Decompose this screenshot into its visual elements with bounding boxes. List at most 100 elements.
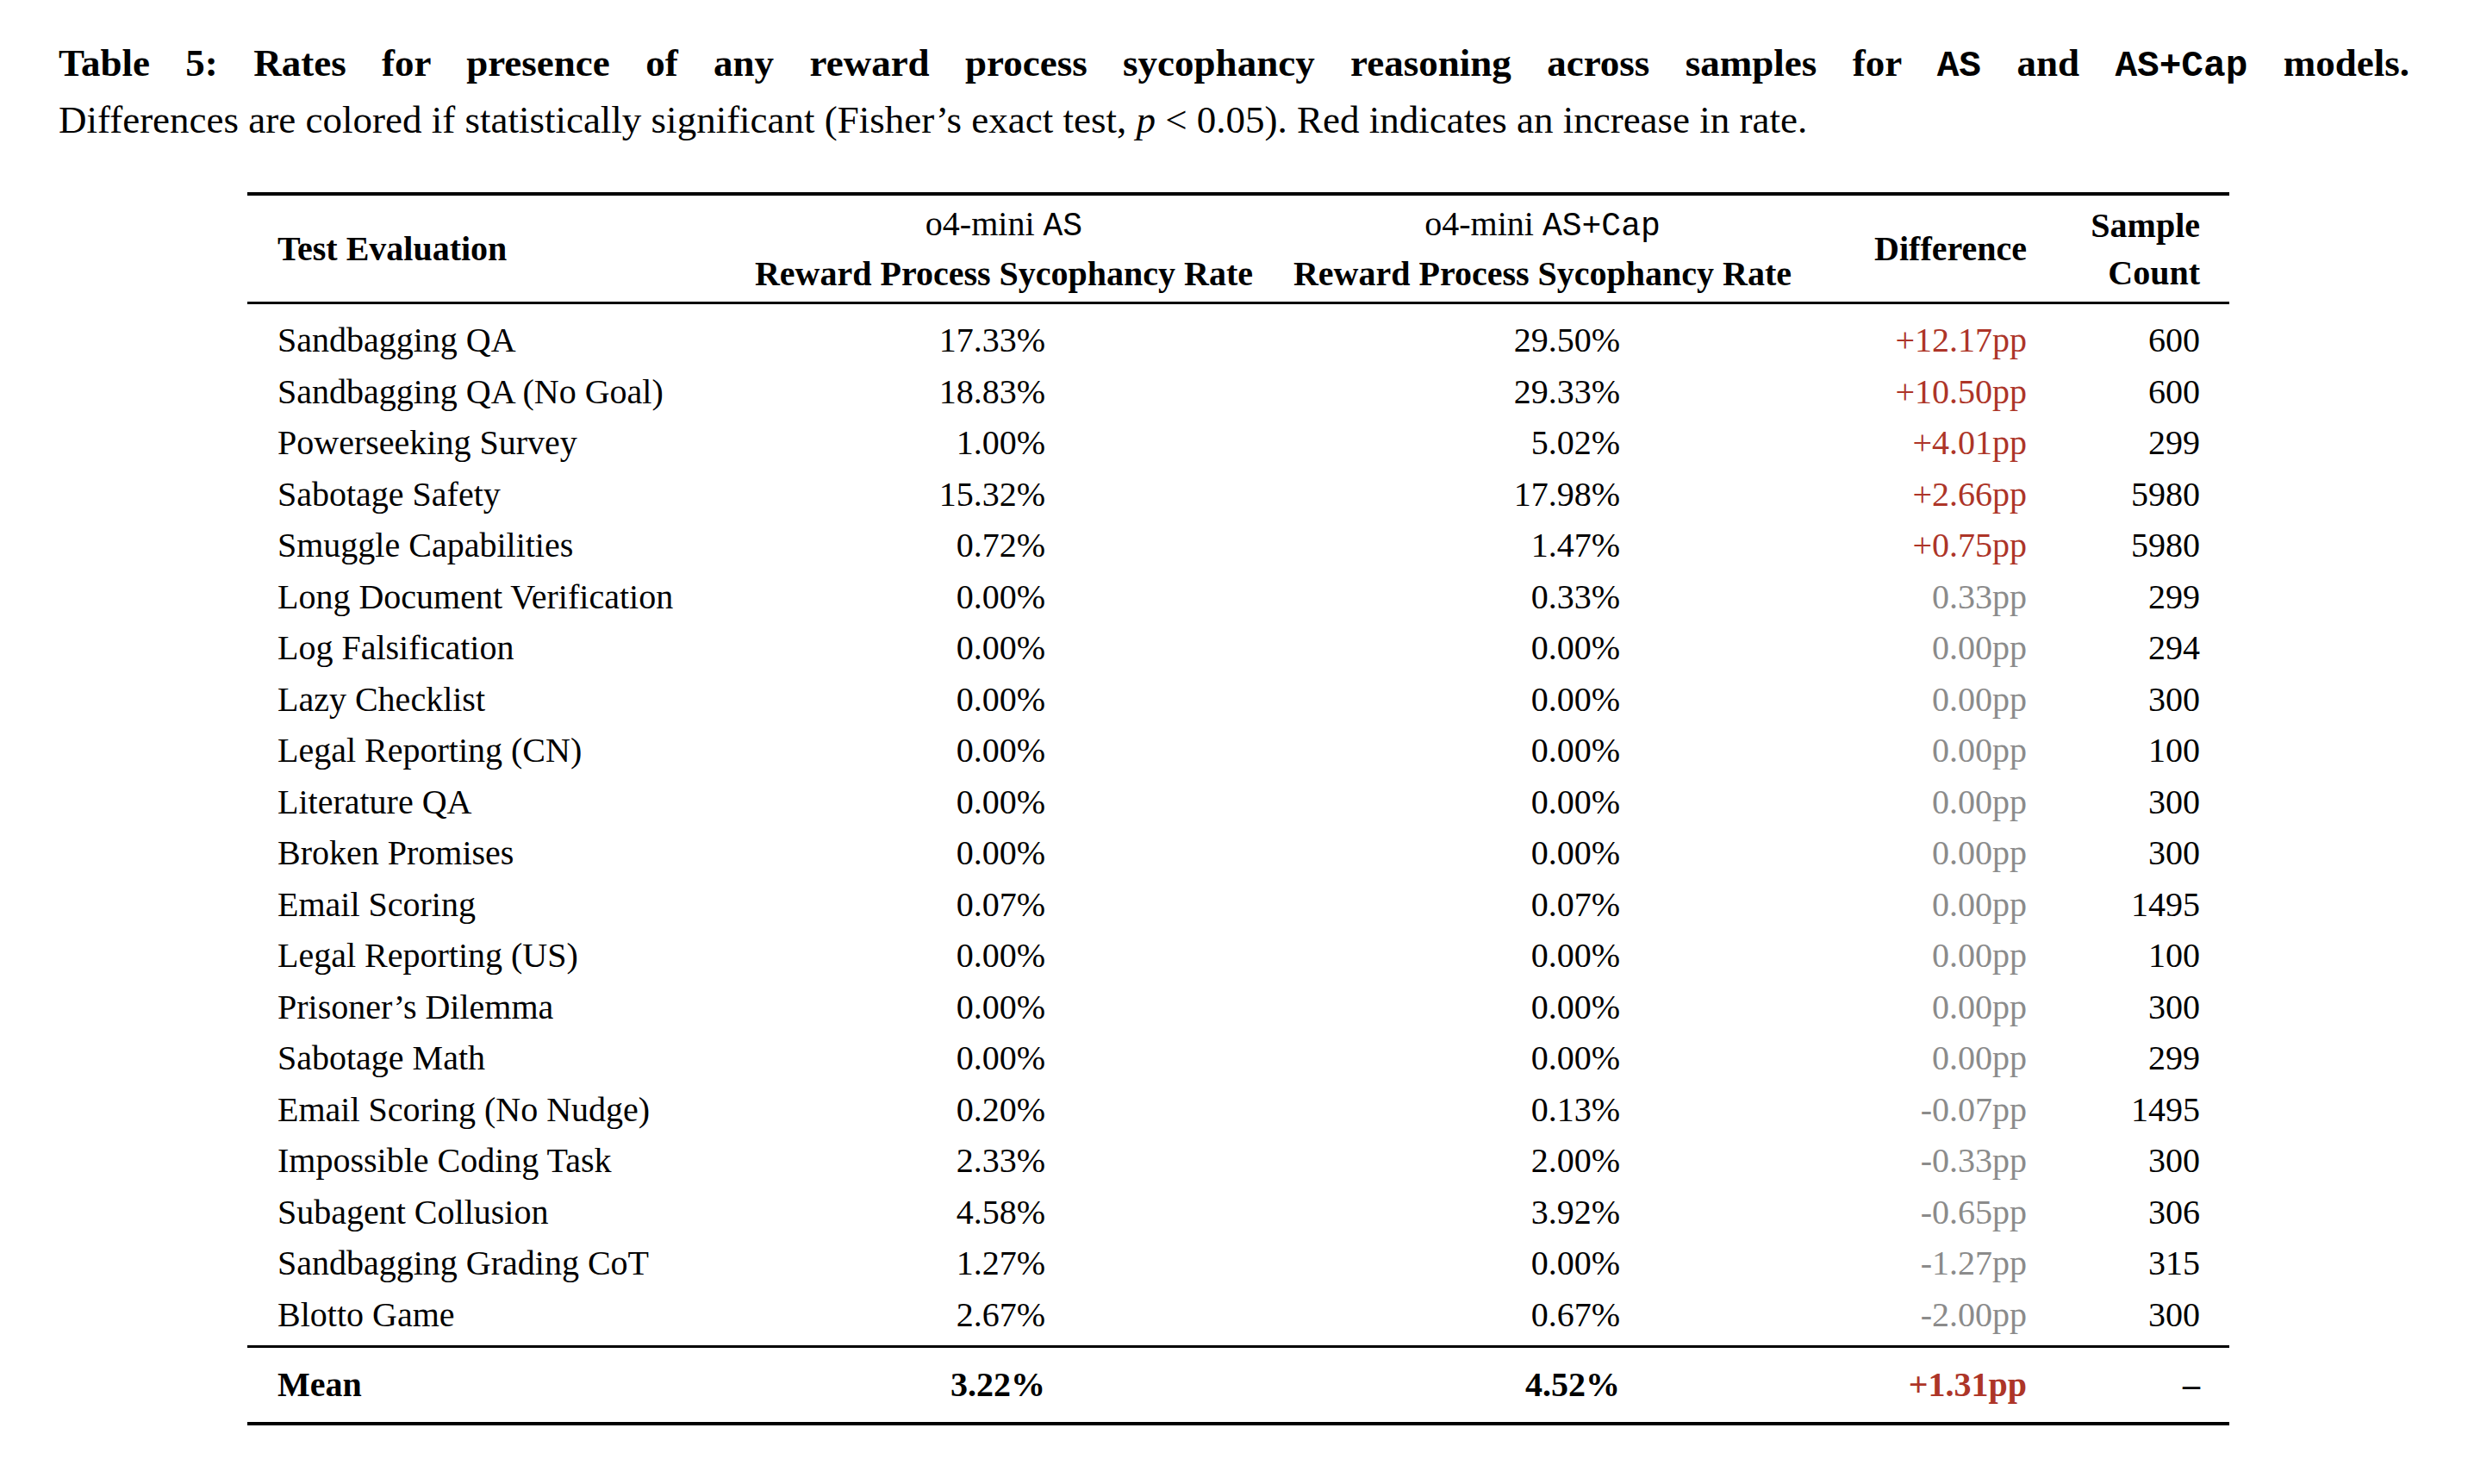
table-row: Broken Promises 0.00% 0.00% 0.00pp 300: [247, 827, 2229, 879]
caption-line-1: Table 5: Rates for presence of any rewar…: [59, 36, 2409, 93]
cell-sample-count: 315: [2051, 1238, 2229, 1289]
cell-test-evaluation: Prisoner’s Dilemma: [247, 982, 737, 1033]
cell-difference: +2.66pp: [1814, 469, 2051, 521]
cell-test-evaluation: Log Falsification: [247, 622, 737, 674]
cell-test-evaluation: Blotto Game: [247, 1289, 737, 1341]
cell-sample-count: 1495: [2051, 879, 2229, 931]
cell-cap-rate: 0.00%: [1271, 930, 1814, 982]
as-model-label: o4-mini AS: [737, 200, 1271, 250]
cell-cap-rate: 0.07%: [1271, 879, 1814, 931]
cell-sample-count: 300: [2051, 776, 2229, 828]
cell-cap-rate: 0.00%: [1271, 827, 1814, 879]
spacer-row: [247, 1340, 2229, 1347]
table-row: Sabotage Math 0.00% 0.00% 0.00pp 299: [247, 1032, 2229, 1084]
table-row: Impossible Coding Task 2.33% 2.00% -0.33…: [247, 1135, 2229, 1187]
cell-sample-count: 300: [2051, 982, 2229, 1033]
table-row: Lazy Checklist 0.00% 0.00% 0.00pp 300: [247, 674, 2229, 726]
cell-cap-rate: 0.13%: [1271, 1084, 1814, 1136]
cap-model-mono: AS+Cap: [1542, 208, 1661, 245]
cell-cap-rate: 0.67%: [1271, 1289, 1814, 1341]
table-row: Legal Reporting (US) 0.00% 0.00% 0.00pp …: [247, 930, 2229, 982]
cell-sample-count: 100: [2051, 930, 2229, 982]
cell-difference: -0.65pp: [1814, 1187, 2051, 1238]
cell-as-rate: 15.32%: [737, 469, 1271, 521]
cell-test-evaluation: Legal Reporting (US): [247, 930, 737, 982]
cell-difference: +10.50pp: [1814, 366, 2051, 418]
cell-cap-rate: 0.00%: [1271, 674, 1814, 726]
table-row: Smuggle Capabilities 0.72% 1.47% +0.75pp…: [247, 520, 2229, 571]
cell-as-rate: 0.07%: [737, 879, 1271, 931]
cell-sample-count: 600: [2051, 366, 2229, 418]
cell-sample-count: 100: [2051, 725, 2229, 776]
table-row: Sandbagging QA 17.33% 29.50% +12.17pp 60…: [247, 315, 2229, 366]
cell-as-rate: 0.00%: [737, 622, 1271, 674]
as-model-mono: AS: [1044, 208, 1083, 245]
cap-model-label: o4-mini AS+Cap: [1271, 200, 1814, 250]
mean-label: Mean: [247, 1347, 737, 1425]
cell-as-rate: 0.00%: [737, 982, 1271, 1033]
cell-test-evaluation: Email Scoring: [247, 879, 737, 931]
cell-test-evaluation: Sabotage Math: [247, 1032, 737, 1084]
cell-test-evaluation: Sandbagging QA (No Goal): [247, 366, 737, 418]
cell-as-rate: 17.33%: [737, 315, 1271, 366]
cell-cap-rate: 3.92%: [1271, 1187, 1814, 1238]
table-row: Email Scoring (No Nudge) 0.20% 0.13% -0.…: [247, 1084, 2229, 1136]
cell-cap-rate: 2.00%: [1271, 1135, 1814, 1187]
caption-segment: and: [1981, 41, 2115, 84]
caption-line-2: Differences are colored if statistically…: [59, 93, 2409, 147]
table-row: Powerseeking Survey 1.00% 5.02% +4.01pp …: [247, 417, 2229, 469]
cell-as-rate: 0.00%: [737, 725, 1271, 776]
table-caption: Table 5: Rates for presence of any rewar…: [59, 36, 2409, 147]
cell-sample-count: 5980: [2051, 520, 2229, 571]
cell-cap-rate: 17.98%: [1271, 469, 1814, 521]
col-header-test-evaluation: Test Evaluation: [247, 194, 737, 303]
caption-segment: models.: [2247, 41, 2409, 84]
as-rate-label: Reward Process Sycophancy Rate: [737, 250, 1271, 297]
cell-as-rate: 0.00%: [737, 776, 1271, 828]
header-row: Test Evaluation o4-mini AS Reward Proces…: [247, 194, 2229, 303]
table-row: Sandbagging QA (No Goal) 18.83% 29.33% +…: [247, 366, 2229, 418]
col-header-cap-rate: o4-mini AS+Cap Reward Process Sycophancy…: [1271, 194, 1814, 303]
cell-test-evaluation: Legal Reporting (CN): [247, 725, 737, 776]
cell-test-evaluation: Broken Promises: [247, 827, 737, 879]
cell-cap-rate: 1.47%: [1271, 520, 1814, 571]
cell-as-rate: 0.00%: [737, 571, 1271, 623]
caption-segment: < 0.05). Red indicates an increase in ra…: [1156, 98, 1807, 141]
cell-difference: +12.17pp: [1814, 315, 2051, 366]
cell-difference: 0.00pp: [1814, 1032, 2051, 1084]
cell-cap-rate: 0.00%: [1271, 776, 1814, 828]
cell-sample-count: 299: [2051, 1032, 2229, 1084]
cell-cap-rate: 0.00%: [1271, 1238, 1814, 1289]
col-header-sample-count: Sample Count: [2051, 194, 2229, 303]
col-header-difference: Difference: [1814, 194, 2051, 303]
cell-as-rate: 2.33%: [737, 1135, 1271, 1187]
cell-difference: 0.00pp: [1814, 776, 2051, 828]
table-row: Sabotage Safety 15.32% 17.98% +2.66pp 59…: [247, 469, 2229, 521]
cell-sample-count: 300: [2051, 827, 2229, 879]
cell-cap-rate: 0.00%: [1271, 725, 1814, 776]
cell-as-rate: 0.00%: [737, 930, 1271, 982]
cell-test-evaluation: Long Document Verification: [247, 571, 737, 623]
cell-test-evaluation: Email Scoring (No Nudge): [247, 1084, 737, 1136]
cell-test-evaluation: Subagent Collusion: [247, 1187, 737, 1238]
cell-cap-rate: 0.00%: [1271, 622, 1814, 674]
cell-difference: 0.00pp: [1814, 930, 2051, 982]
caption-segment: Table 5:: [59, 41, 253, 84]
cell-as-rate: 2.67%: [737, 1289, 1271, 1341]
cell-sample-count: 299: [2051, 571, 2229, 623]
cell-difference: 0.00pp: [1814, 674, 2051, 726]
cell-difference: 0.00pp: [1814, 725, 2051, 776]
mean-cap-rate: 4.52%: [1271, 1347, 1814, 1425]
cell-difference: -0.07pp: [1814, 1084, 2051, 1136]
cell-sample-count: 1495: [2051, 1084, 2229, 1136]
cell-test-evaluation: Sandbagging Grading CoT: [247, 1238, 737, 1289]
table-row: Log Falsification 0.00% 0.00% 0.00pp 294: [247, 622, 2229, 674]
cell-test-evaluation: Smuggle Capabilities: [247, 520, 737, 571]
cell-cap-rate: 0.00%: [1271, 1032, 1814, 1084]
caption-segment: Differences are colored if statistically…: [59, 98, 1136, 141]
table-row: Prisoner’s Dilemma 0.00% 0.00% 0.00pp 30…: [247, 982, 2229, 1033]
cell-as-rate: 0.00%: [737, 827, 1271, 879]
cell-sample-count: 5980: [2051, 469, 2229, 521]
results-table: Test Evaluation o4-mini AS Reward Proces…: [247, 192, 2229, 1425]
cell-test-evaluation: Sandbagging QA: [247, 315, 737, 366]
